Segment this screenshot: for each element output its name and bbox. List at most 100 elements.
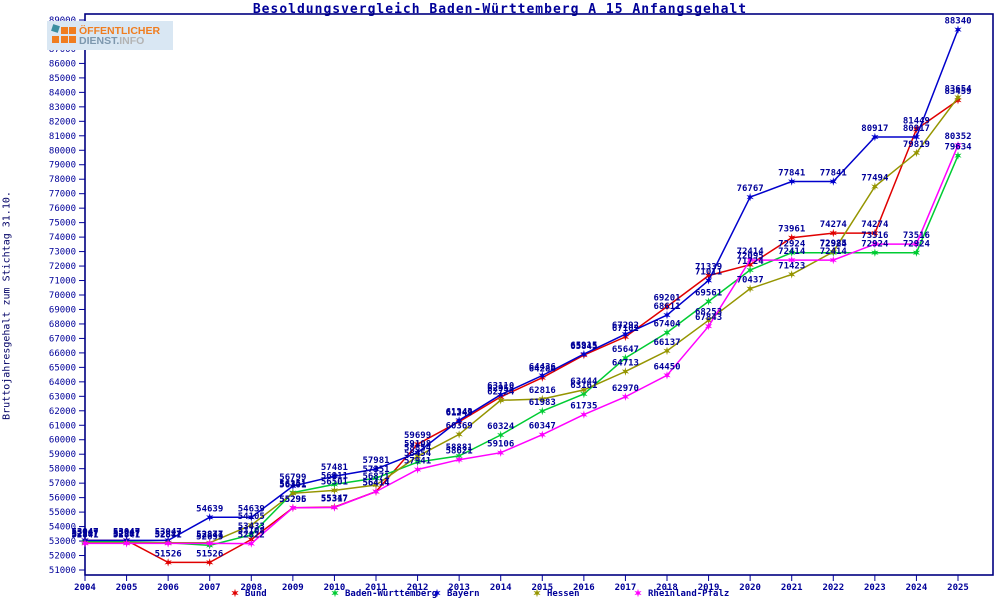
data-point-marker bbox=[746, 260, 754, 269]
x-tick-label: 2024 bbox=[906, 583, 928, 593]
data-point-label: 72924 bbox=[778, 240, 806, 250]
data-point-label: 62724 bbox=[487, 387, 515, 397]
x-tick-label: 2008 bbox=[240, 583, 262, 593]
data-point-marker bbox=[871, 132, 879, 142]
data-point-label: 79634 bbox=[944, 143, 972, 153]
legend-label: Baden-Württemberg bbox=[345, 589, 437, 599]
data-point-label: 67292 bbox=[612, 321, 639, 331]
legend-marker-icon bbox=[634, 588, 642, 598]
data-point-label: 52841 bbox=[155, 530, 182, 540]
x-tick-label: 2022 bbox=[822, 583, 844, 593]
data-point-label: 73961 bbox=[778, 225, 805, 235]
y-tick-label: 60000 bbox=[49, 436, 76, 446]
data-point-label: 53108 bbox=[238, 526, 265, 536]
y-tick-label: 51000 bbox=[49, 566, 76, 576]
data-point-marker bbox=[497, 390, 505, 399]
x-tick-label: 2009 bbox=[282, 583, 304, 593]
series-line-bund bbox=[85, 99, 959, 564]
data-point-marker bbox=[372, 487, 380, 496]
data-point-label: 56414 bbox=[362, 479, 390, 489]
y-tick-label: 55000 bbox=[49, 508, 76, 518]
data-point-marker bbox=[829, 255, 837, 265]
data-point-marker bbox=[621, 367, 630, 376]
data-point-marker bbox=[206, 513, 214, 522]
data-point-label: 72414 bbox=[737, 247, 765, 257]
data-point-marker bbox=[497, 396, 505, 405]
data-point-marker bbox=[704, 276, 713, 285]
data-point-label: 58621 bbox=[446, 447, 473, 457]
y-tick-label: 84000 bbox=[49, 88, 76, 98]
data-point-label: 56911 bbox=[321, 471, 348, 481]
data-point-label: 53047 bbox=[113, 527, 140, 537]
site-logo: ÖFFENTLICHER DIENST.INFO bbox=[47, 21, 173, 50]
data-point-label: 56799 bbox=[279, 473, 306, 483]
data-point-marker bbox=[746, 192, 754, 202]
data-point-label: 53433 bbox=[238, 522, 265, 532]
data-point-label: 80917 bbox=[861, 124, 888, 134]
data-point-marker bbox=[871, 239, 879, 249]
data-point-marker bbox=[247, 535, 255, 544]
x-tick-label: 2014 bbox=[490, 583, 512, 593]
data-point-label: 63444 bbox=[570, 377, 598, 387]
data-point-marker bbox=[289, 489, 297, 498]
x-tick-label: 2021 bbox=[781, 583, 803, 593]
data-point-marker bbox=[621, 392, 630, 401]
data-point-label: 56301 bbox=[279, 480, 306, 490]
data-point-label: 52841 bbox=[113, 530, 140, 540]
data-point-label: 80917 bbox=[903, 124, 930, 134]
series-line-rheinland-pfalz bbox=[85, 144, 959, 545]
data-point-marker bbox=[704, 271, 713, 280]
y-tick-label: 53000 bbox=[49, 537, 76, 547]
data-point-marker bbox=[954, 141, 962, 150]
data-point-label: 51526 bbox=[155, 549, 182, 559]
data-point-label: 68253 bbox=[695, 307, 722, 317]
data-point-marker bbox=[497, 430, 505, 440]
data-point-label: 80352 bbox=[944, 132, 971, 142]
data-point-label: 65915 bbox=[570, 341, 597, 351]
data-point-label: 56414 bbox=[362, 479, 390, 489]
data-point-label: 57981 bbox=[362, 456, 389, 466]
data-point-label: 58854 bbox=[404, 443, 432, 453]
y-tick-label: 66000 bbox=[49, 349, 76, 359]
data-point-marker bbox=[829, 247, 837, 256]
data-point-marker bbox=[788, 177, 796, 186]
data-point-marker bbox=[372, 473, 380, 483]
data-point-marker bbox=[455, 455, 463, 464]
y-tick-label: 79000 bbox=[49, 161, 76, 171]
data-point-label: 53047 bbox=[71, 527, 98, 537]
data-point-marker bbox=[912, 248, 921, 257]
x-tick-label: 2016 bbox=[573, 583, 595, 593]
data-point-marker bbox=[330, 480, 339, 489]
data-point-marker bbox=[912, 239, 921, 249]
data-point-marker bbox=[247, 530, 255, 539]
data-point-label: 52699 bbox=[196, 532, 223, 542]
data-point-marker bbox=[455, 416, 463, 425]
y-tick-label: 77000 bbox=[49, 190, 76, 200]
data-point-label: 62970 bbox=[612, 384, 639, 394]
x-tick-label: 2010 bbox=[324, 583, 346, 593]
data-point-label: 66137 bbox=[653, 338, 680, 348]
data-point-label: 71339 bbox=[695, 263, 722, 273]
data-point-label: 59106 bbox=[487, 440, 514, 450]
data-point-label: 71724 bbox=[737, 257, 765, 267]
data-point-marker bbox=[413, 457, 422, 467]
data-point-label: 56871 bbox=[362, 472, 389, 482]
data-point-marker bbox=[413, 465, 422, 474]
data-point-label: 77841 bbox=[820, 169, 847, 179]
data-point-marker bbox=[663, 302, 671, 311]
data-point-marker bbox=[580, 349, 588, 359]
y-tick-label: 57000 bbox=[49, 479, 76, 489]
data-point-label: 70437 bbox=[737, 276, 764, 286]
y-tick-label: 61000 bbox=[49, 421, 76, 431]
data-point-label: 52877 bbox=[196, 530, 223, 540]
data-point-label: 52947 bbox=[113, 529, 140, 539]
data-point-marker bbox=[704, 322, 713, 331]
data-point-label: 72985 bbox=[820, 239, 847, 249]
data-point-label: 57941 bbox=[404, 457, 431, 467]
x-tick-label: 2013 bbox=[448, 583, 470, 593]
legend-marker-icon bbox=[533, 588, 541, 598]
data-point-label: 56351 bbox=[279, 480, 306, 490]
y-tick-label: 82000 bbox=[49, 117, 76, 127]
data-point-marker bbox=[621, 330, 630, 339]
